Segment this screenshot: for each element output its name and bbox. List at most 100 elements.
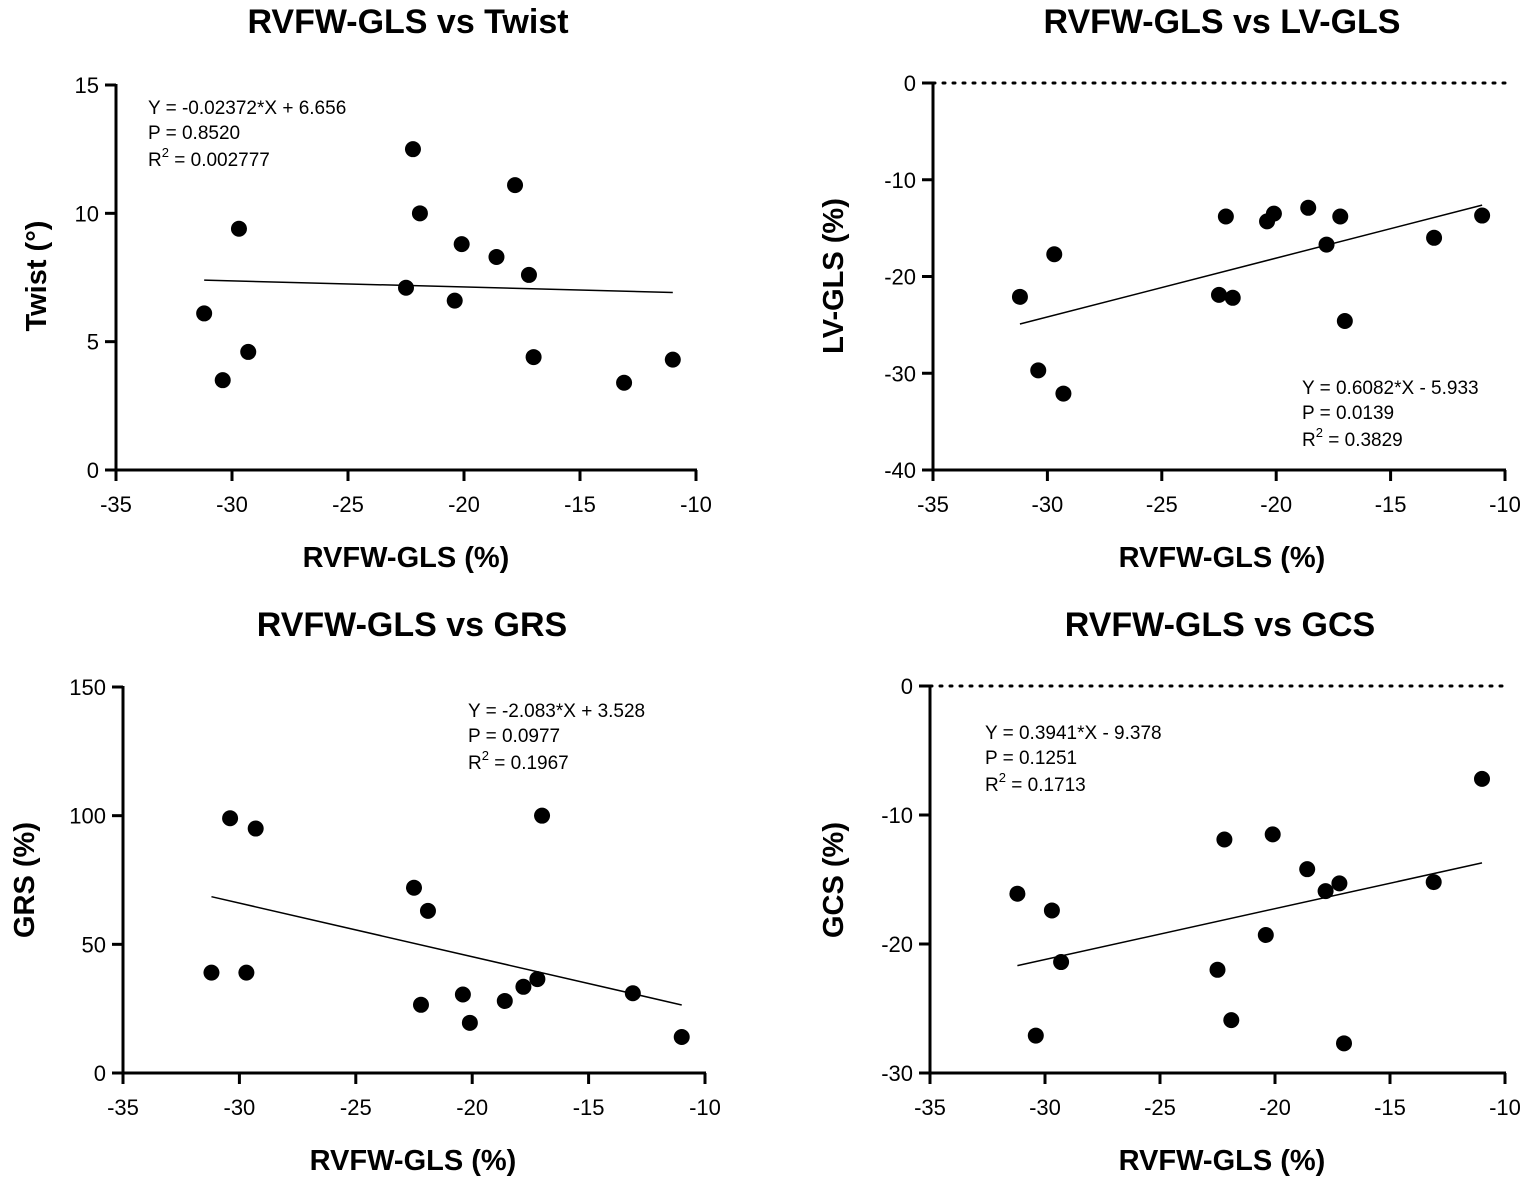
x-tick-label: -25 (332, 492, 364, 517)
regression-line (204, 279, 673, 294)
data-point (411, 205, 428, 222)
data-point (624, 985, 641, 1002)
x-tick-label: -15 (1374, 1095, 1406, 1120)
data-point (1331, 875, 1348, 892)
x-tick-label: -35 (107, 1095, 139, 1120)
annotation-r-squared: R2 = 0.1713 (985, 770, 1086, 796)
annotation-r-squared: R2 = 0.1967 (468, 748, 569, 774)
data-point (406, 879, 422, 896)
data-point (446, 292, 463, 309)
data-point (616, 374, 633, 391)
regression-line (1017, 862, 1483, 967)
x-tick-label: -20 (448, 492, 480, 517)
data-point (1474, 207, 1491, 224)
y-tick-label: -20 (884, 265, 916, 290)
y-tick-label: -30 (884, 361, 916, 386)
annotation-equation: Y = -2.083*X + 3.528 (468, 701, 645, 722)
y-tick-label: 100 (69, 804, 106, 829)
chart-title: RVFW-GLS vs GCS (1065, 606, 1375, 644)
data-point (1299, 861, 1316, 878)
data-point (1318, 236, 1335, 253)
r2-value: = 0.3829 (1323, 430, 1403, 451)
chart-title: RVFW-GLS vs Twist (247, 3, 568, 41)
regression-annotation: Y = 0.3941*X - 9.378 P = 0.1251 R2 = 0.1… (985, 723, 1162, 796)
y-tick-label: 0 (87, 458, 99, 483)
x-tick-label: -25 (1144, 1095, 1176, 1120)
data-point (1317, 883, 1334, 900)
chart-title: RVFW-GLS vs LV-GLS (1044, 3, 1401, 41)
data-point (1053, 954, 1070, 971)
data-point (1265, 205, 1282, 222)
x-axis-label: RVFW-GLS (%) (303, 542, 510, 574)
r2-superscript: 2 (482, 748, 489, 763)
data-point (1046, 246, 1063, 263)
x-tick-label: -10 (689, 1095, 721, 1120)
y-tick-label: 0 (94, 1061, 106, 1086)
regression-annotation: Y = -2.083*X + 3.528 P = 0.0977 R2 = 0.1… (468, 701, 645, 774)
data-point (520, 266, 537, 283)
data-point (1257, 926, 1274, 943)
y-tick-label: 50 (82, 932, 106, 957)
data-point (398, 279, 414, 296)
data-point (230, 220, 247, 237)
x-tick-label: -35 (914, 1095, 946, 1120)
y-tick-label: 0 (904, 71, 916, 96)
r2-superscript: 2 (1316, 425, 1323, 440)
data-point (1027, 1027, 1044, 1044)
data-point (1055, 385, 1072, 402)
data-point (673, 1028, 690, 1045)
x-tick-label: -10 (680, 492, 712, 517)
data-point (412, 996, 429, 1013)
y-axis-label: Twist (°) (21, 221, 53, 332)
data-point (1223, 1012, 1240, 1029)
y-tick-label: -30 (881, 1061, 913, 1086)
y-tick-label: -20 (881, 932, 913, 957)
data-point (1217, 208, 1234, 225)
data-point (247, 820, 264, 837)
data-point (488, 248, 505, 265)
x-tick-label: -20 (1259, 1095, 1291, 1120)
data-point (1332, 208, 1349, 225)
x-tick-label: -30 (224, 1095, 256, 1120)
data-point (534, 807, 551, 824)
chart-title: RVFW-GLS vs GRS (257, 606, 567, 644)
data-point (203, 964, 220, 981)
regression-line (1019, 204, 1483, 325)
data-point (525, 349, 542, 366)
data-point (240, 343, 257, 360)
y-tick-label: 15 (75, 73, 99, 98)
data-point (496, 992, 513, 1009)
x-tick-label: -25 (1146, 492, 1178, 517)
regression-line (211, 895, 682, 1006)
data-point (1216, 831, 1233, 848)
annotation-equation: Y = 0.6082*X - 5.933 (1302, 378, 1479, 399)
r2-value: = 0.002777 (169, 150, 270, 171)
data-point (453, 236, 470, 253)
annotation-p-value: P = 0.0139 (1302, 403, 1394, 424)
y-tick-label: -10 (881, 803, 913, 828)
data-point (1211, 286, 1227, 303)
r2-prefix: R (148, 150, 162, 171)
y-tick-label: 0 (901, 674, 913, 699)
panel-gcs: RVFW-GLS vs GCS RVFW-GLS (%) GCS (%) Y =… (818, 606, 1521, 1177)
data-point (1264, 826, 1281, 843)
x-tick-label: -10 (1489, 492, 1521, 517)
regression-annotation: Y = -0.02372*X + 6.656 P = 0.8520 R2 = 0… (148, 98, 346, 171)
data-point (1209, 961, 1226, 978)
annotation-equation: Y = -0.02372*X + 6.656 (148, 98, 346, 119)
r2-prefix: R (1302, 430, 1316, 451)
x-tick-label: -15 (564, 492, 596, 517)
data-point (1336, 313, 1353, 330)
data-point (1300, 199, 1317, 216)
x-axis-label: RVFW-GLS (%) (1119, 1145, 1326, 1177)
r2-prefix: R (468, 753, 482, 774)
annotation-r-squared: R2 = 0.3829 (1302, 425, 1403, 451)
x-tick-label: -30 (1029, 1095, 1061, 1120)
x-tick-label: -10 (1489, 1095, 1521, 1120)
x-tick-label: -15 (573, 1095, 605, 1120)
data-point (1474, 770, 1490, 787)
y-tick-label: 150 (69, 675, 106, 700)
data-point (515, 978, 532, 995)
x-tick-label: -30 (1032, 492, 1064, 517)
